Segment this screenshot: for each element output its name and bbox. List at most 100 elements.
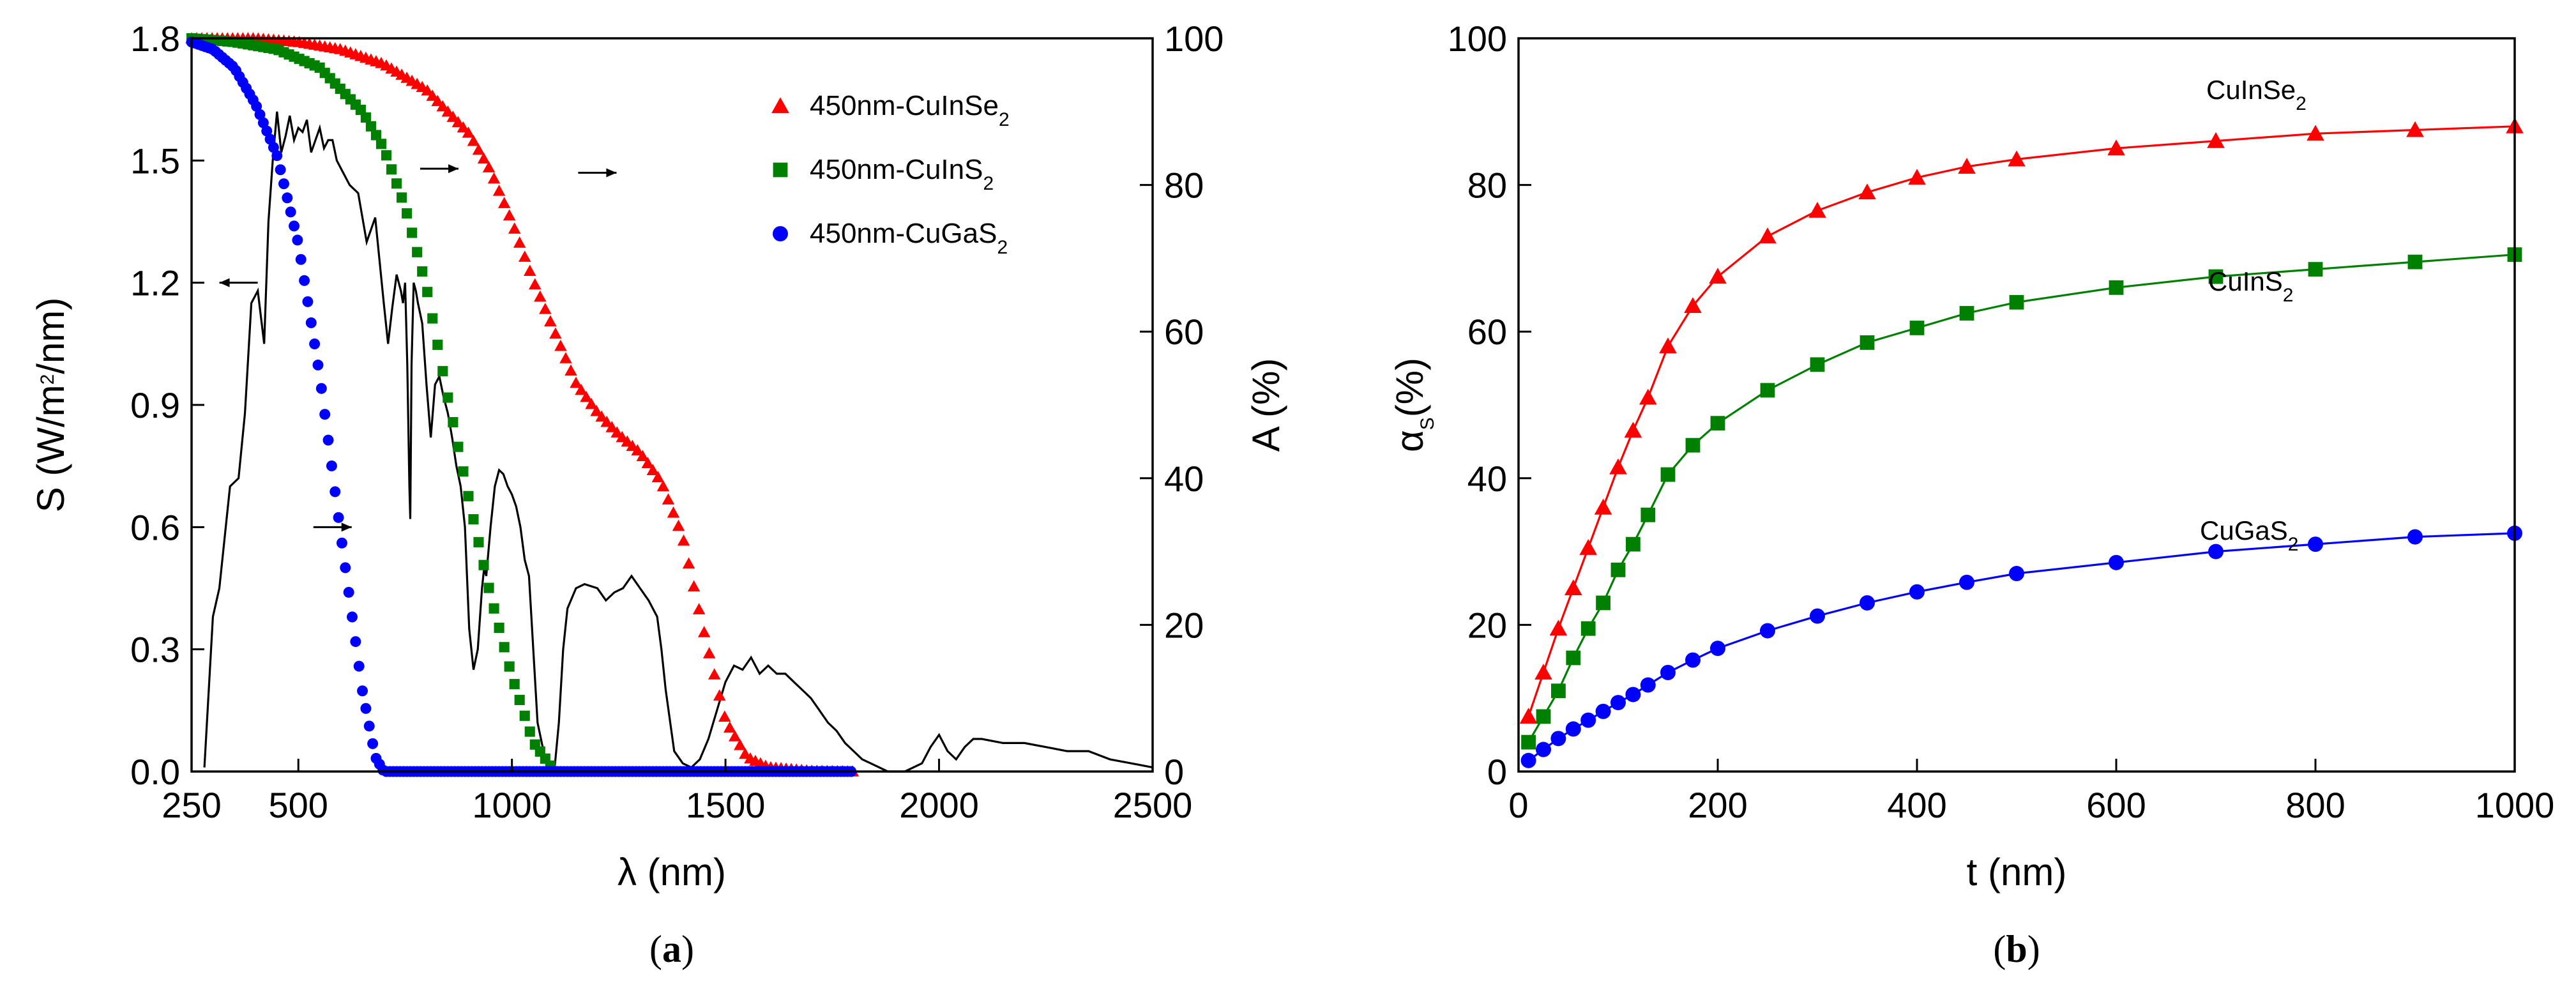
data-point <box>1610 562 1626 577</box>
data-point <box>326 460 337 472</box>
data-point <box>2308 262 2323 277</box>
data-point <box>1959 574 1974 590</box>
data-point <box>1521 734 1536 750</box>
y-left-tick-label: 0.6 <box>130 507 180 547</box>
legend-entry: 450nm-CuInS2 <box>773 154 994 194</box>
legend-label: 450nm-CuInS2 <box>810 154 994 194</box>
arrow-right <box>578 168 617 178</box>
y-tick-label: 80 <box>1467 165 1507 206</box>
data-point <box>1710 416 1725 431</box>
y-tick-label: 60 <box>1467 312 1507 352</box>
data-point <box>268 142 279 153</box>
data-point <box>482 161 496 172</box>
data-point <box>402 208 413 219</box>
data-point <box>2208 269 2224 284</box>
data-point <box>2407 529 2423 545</box>
data-point <box>457 121 470 133</box>
data-point <box>600 415 613 427</box>
data-point <box>305 317 317 328</box>
data-point <box>375 139 387 149</box>
data-point <box>353 660 365 672</box>
series-label: CuInS2 <box>2208 266 2293 306</box>
y-tick-label: 100 <box>1448 19 1507 59</box>
data-point <box>412 247 423 257</box>
legend-entry: 450nm-CuGaS2 <box>773 218 1008 258</box>
data-point <box>426 89 439 101</box>
data-point <box>1520 752 1536 768</box>
data-point <box>448 417 458 428</box>
data-point <box>529 278 542 290</box>
panel-a-plot-frame <box>190 37 1154 773</box>
data-point <box>1759 227 1777 243</box>
data-point <box>1640 677 1656 693</box>
data-point <box>1810 608 1825 624</box>
data-point <box>292 234 303 246</box>
axis-indicator-arrows <box>219 164 617 532</box>
data-point <box>534 290 547 302</box>
arrow-head <box>448 164 458 174</box>
series-line <box>1527 125 2515 717</box>
data-point <box>2307 125 2324 141</box>
data-point <box>518 250 531 262</box>
data-point <box>2008 150 2026 167</box>
y-tick-label: 40 <box>1467 459 1507 499</box>
y-left-tick-label: 1.8 <box>130 19 180 59</box>
y-right-tick-label: 20 <box>1164 605 1204 645</box>
data-point <box>443 392 453 403</box>
data-point <box>432 339 443 350</box>
data-point <box>261 125 273 137</box>
data-point <box>350 636 361 648</box>
data-point <box>1565 721 1581 737</box>
arrow-head <box>219 278 230 287</box>
panel-b-y-axis-label: αS(%) <box>1388 358 1438 452</box>
data-point <box>702 647 716 658</box>
data-point <box>1566 650 1581 665</box>
y-right-tick-label: 100 <box>1164 19 1224 59</box>
data-point <box>509 679 520 690</box>
data-point <box>729 730 741 741</box>
data-point <box>1684 297 1702 314</box>
data-point <box>564 364 577 376</box>
panel-a-x-axis-label: λ (nm) <box>617 851 726 894</box>
data-point <box>478 559 489 570</box>
data-point <box>2406 121 2424 137</box>
data-point <box>458 466 469 477</box>
data-point <box>559 352 572 363</box>
data-point <box>483 582 494 593</box>
x-tick-label: 2000 <box>899 785 979 825</box>
data-point <box>477 152 490 164</box>
data-point <box>697 626 711 637</box>
data-point <box>473 536 484 547</box>
data-point <box>1685 437 1701 453</box>
data-point <box>692 603 706 614</box>
data-point <box>2407 254 2423 270</box>
panel-a-chart: 250 500 1000 1500 2000 25000.00.30.60.91.21.5… <box>29 19 1287 970</box>
data-point <box>2107 139 2125 156</box>
data-point <box>343 586 354 598</box>
data-point <box>641 457 655 468</box>
data-point <box>309 338 321 349</box>
data-point <box>417 266 428 277</box>
y-left-tick-label: 0.9 <box>130 385 180 425</box>
data-point <box>2208 544 2224 559</box>
data-point <box>397 192 407 203</box>
data-point <box>1808 201 1826 218</box>
data-point <box>1624 422 1642 438</box>
x-tick-label: 500 <box>269 785 328 825</box>
legend-entry: 450nm-CuInSe2 <box>771 90 1010 130</box>
data-point <box>1709 268 1727 284</box>
series-450nm-CuInS2 <box>186 33 556 771</box>
data-point <box>436 100 450 112</box>
data-point <box>1579 539 1597 555</box>
data-point <box>295 254 307 265</box>
y-right-tick-label: 40 <box>1164 459 1204 499</box>
data-point <box>651 471 665 483</box>
data-point <box>580 390 593 402</box>
panel-b-series-labels: CuInSe2 CuInS2 CuGaS2 <box>2200 75 2307 555</box>
arrow-left <box>219 278 258 287</box>
legend-label: 450nm-CuGaS2 <box>810 218 1008 258</box>
data-point <box>590 404 603 416</box>
data-point <box>2109 554 2124 570</box>
series-CuGaS2 <box>1520 525 2522 768</box>
